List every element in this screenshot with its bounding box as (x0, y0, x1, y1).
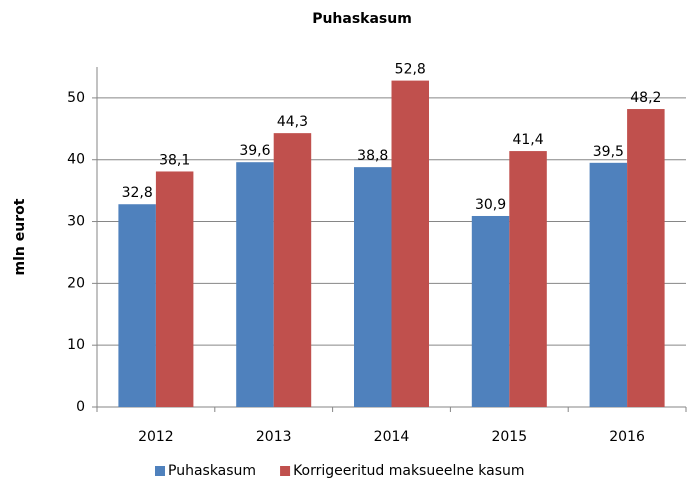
y-tick-label: 10 (67, 337, 85, 353)
bar (354, 167, 392, 407)
bar (273, 133, 312, 408)
bar (471, 215, 510, 407)
y-axis-label: mln eurot (12, 198, 28, 275)
value-label: 32,8 (122, 185, 153, 201)
bar (627, 109, 665, 407)
x-tick-label: 2013 (256, 429, 292, 445)
bar (236, 162, 274, 407)
x-tick-label: 2014 (374, 429, 410, 445)
bar (589, 162, 628, 407)
value-label: 38,1 (159, 152, 190, 168)
value-label: 48,2 (630, 90, 661, 106)
chart-title: Puhaskasum (312, 11, 412, 27)
bar (155, 171, 194, 407)
value-label: 44,3 (277, 114, 308, 130)
x-tick-label: 2016 (609, 429, 645, 445)
value-label: 39,6 (239, 143, 270, 159)
x-tick-label: 2015 (491, 429, 527, 445)
y-tick-label: 40 (67, 152, 85, 168)
y-tick-label: 20 (67, 275, 85, 291)
legend-swatch (280, 466, 291, 476)
y-tick-label: 0 (76, 399, 85, 415)
value-label: 41,4 (512, 132, 543, 148)
legend-label: Korrigeeritud maksueelne kasum (293, 463, 524, 479)
bar (391, 80, 429, 407)
value-label: 52,8 (395, 62, 426, 78)
value-label: 30,9 (475, 197, 506, 213)
bar (509, 151, 547, 407)
bar (118, 204, 156, 407)
y-tick-label: 30 (67, 214, 85, 230)
value-label: 39,5 (593, 144, 624, 160)
legend-label: Puhaskasum (168, 463, 256, 479)
x-tick-label: 2012 (138, 429, 174, 445)
y-tick-label: 50 (67, 90, 85, 106)
value-label: 38,8 (357, 148, 388, 164)
legend-swatch (155, 466, 165, 476)
